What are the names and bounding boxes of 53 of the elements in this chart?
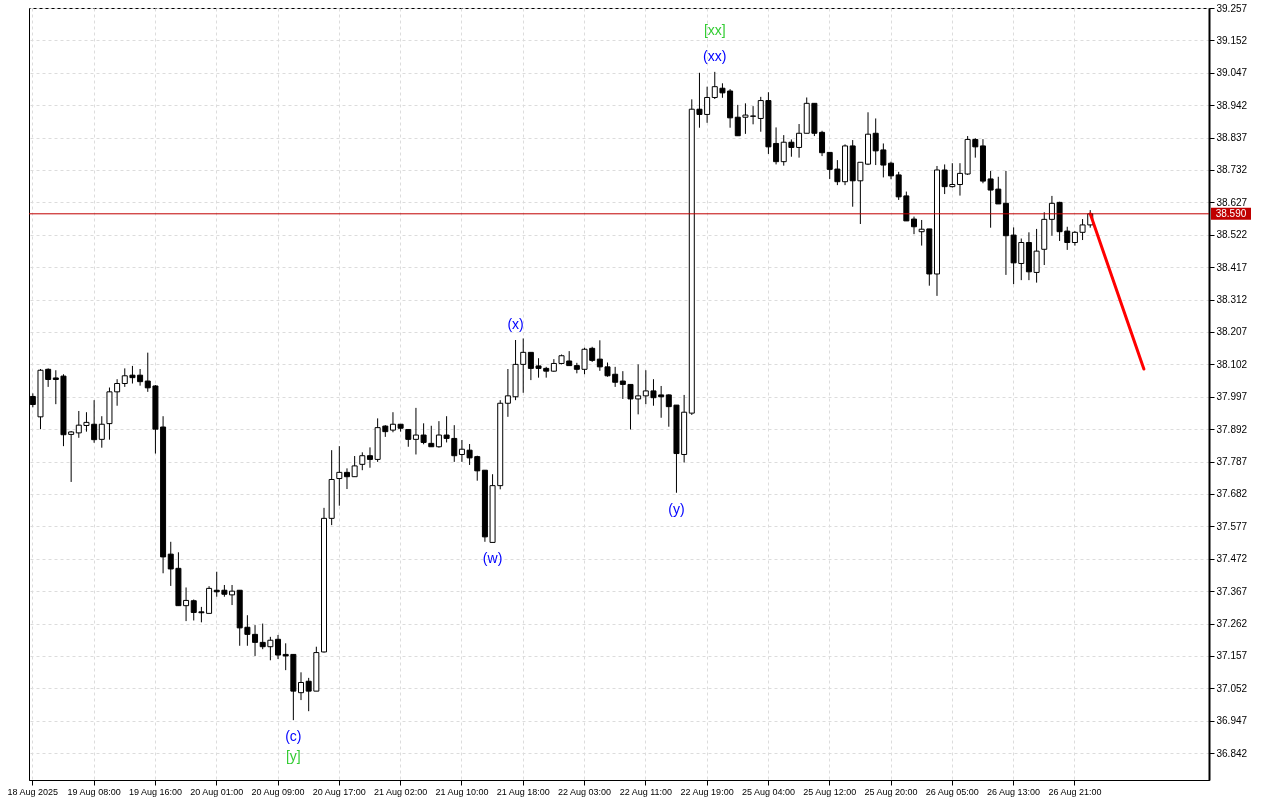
ref-line-label: 38.590 [1215,207,1247,219]
y-tick-label: 38.942 [1216,99,1248,111]
x-tick-label: 20 Aug 09:00 [251,786,305,797]
y-tick-label: 38.522 [1216,229,1248,241]
x-tick-label: 20 Aug 01:00 [190,786,244,797]
y-tick-label: 37.577 [1216,520,1248,532]
x-tick-label: 25 Aug 04:00 [741,786,795,797]
y-tick-label: 37.157 [1216,650,1248,662]
x-tick-label: 18 Aug 2025 [7,786,59,797]
y-tick-label: 39.152 [1216,34,1248,46]
y-tick-label: 36.842 [1216,747,1248,759]
annotation: (w) [482,550,503,567]
x-tick-label: 25 Aug 12:00 [803,786,857,797]
y-tick-label: 38.732 [1216,164,1248,176]
annotation: (x) [507,316,524,332]
y-tick-label: 39.047 [1216,67,1248,79]
y-tick-label: 38.837 [1216,132,1248,144]
annotation: (xx) [703,47,727,64]
y-tick-label: 36.947 [1216,715,1248,727]
annotation: (c) [285,728,302,745]
x-tick-label: 19 Aug 08:00 [67,786,121,797]
x-tick-label: 21 Aug 02:00 [374,786,428,797]
y-tick-label: 37.262 [1216,618,1248,630]
y-tick-label: 37.367 [1216,585,1248,597]
y-tick-label: 38.102 [1216,358,1248,370]
y-tick-label: 37.997 [1216,391,1248,403]
x-tick-label: 25 Aug 20:00 [864,786,918,797]
annotation: [xx] [703,21,726,38]
y-tick-label: 37.682 [1216,488,1248,500]
y-tick-label: 37.787 [1216,456,1248,468]
x-tick-label: 21 Aug 18:00 [496,786,550,797]
y-tick-label: 38.312 [1216,294,1248,306]
y-tick-label: 39.257 [1216,2,1248,14]
x-tick-label: 22 Aug 19:00 [680,786,734,797]
x-tick-label: 22 Aug 03:00 [557,786,612,797]
candlestick [428,425,435,448]
x-tick-label: 26 Aug 05:00 [925,786,979,797]
y-tick-label: 37.052 [1216,682,1248,694]
y-tick-label: 37.472 [1216,553,1248,565]
annotation: [y] [285,748,301,765]
x-tick-label: 21 Aug 10:00 [435,786,489,797]
y-tick-label: 38.627 [1216,196,1248,208]
x-tick-label: 22 Aug 11:00 [619,786,673,797]
y-tick-label: 37.892 [1216,423,1248,435]
x-tick-label: 20 Aug 17:00 [312,786,366,797]
y-tick-label: 38.417 [1216,261,1248,273]
annotation: (y) [668,500,685,517]
x-tick-label: 26 Aug 21:00 [1048,786,1102,797]
y-tick-label: 38.207 [1216,326,1248,338]
x-tick-label: 26 Aug 13:00 [987,786,1041,797]
x-tick-label: 19 Aug 16:00 [128,786,182,797]
candlestick [336,445,343,507]
candlestick [98,415,105,449]
